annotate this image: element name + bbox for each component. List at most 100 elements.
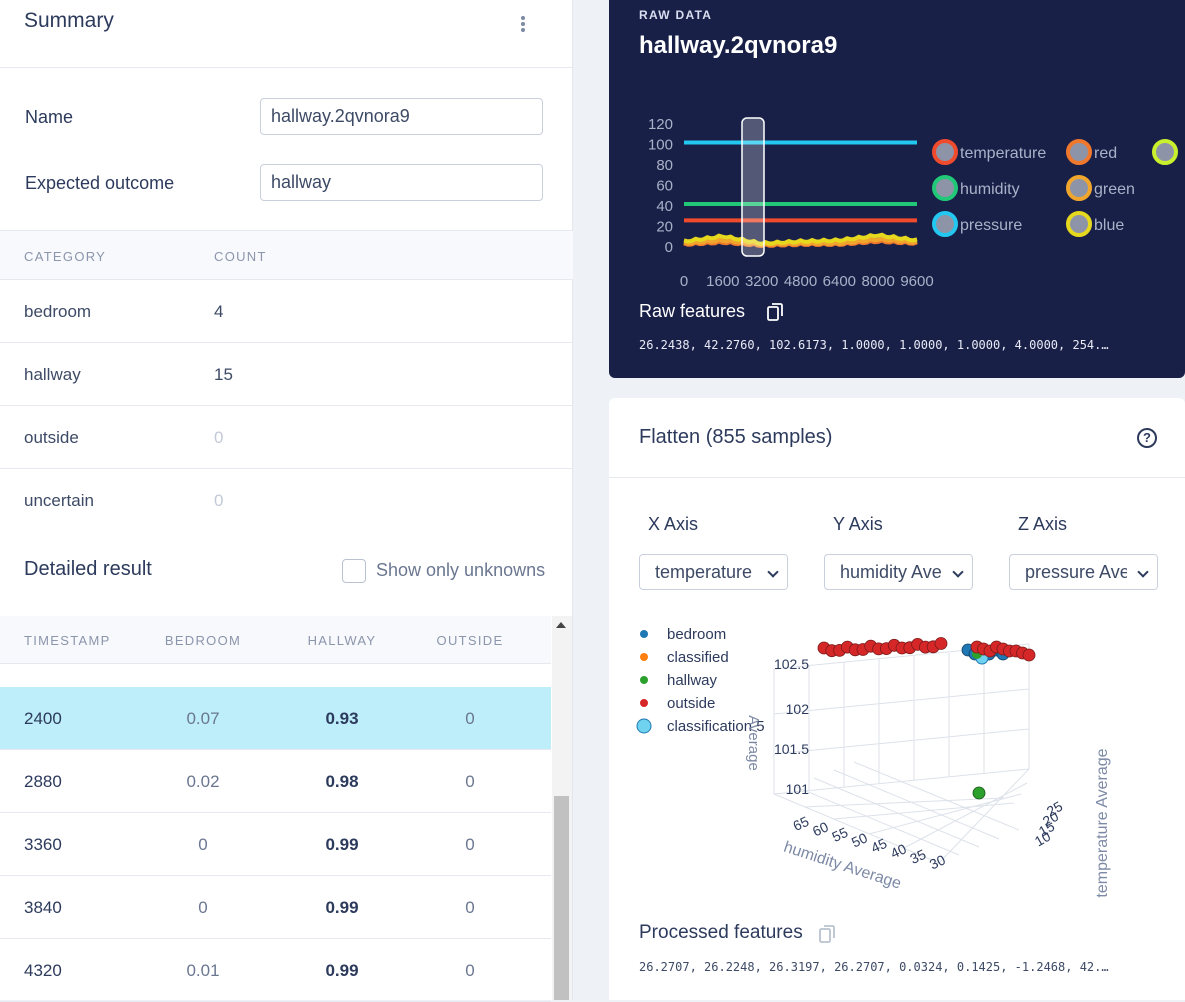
z-axis-selected-value: pressure Ave: [1025, 562, 1130, 582]
legend-label-green: green: [1094, 181, 1135, 198]
show-only-unknowns-checkbox[interactable]: [342, 559, 366, 583]
y-axis-selected-value: humidity Ave: [840, 562, 942, 582]
scatter-legend-label-classified: classified: [667, 649, 729, 666]
timestamp-column-header: TIMESTAMP: [24, 633, 111, 648]
legend-marker: [932, 139, 958, 165]
summary-header: Summary: [0, 0, 572, 68]
help-icon[interactable]: ?: [1137, 428, 1157, 448]
legend-label-pressure: pressure: [960, 217, 1022, 234]
y-tick-label: 60: [810, 818, 831, 839]
x-tick-label: 6400: [823, 273, 856, 290]
category-name: bedroom: [24, 302, 92, 321]
y-tick-label: 45: [868, 835, 889, 856]
category-count: 4: [214, 302, 224, 321]
flatten-header: Flatten (855 samples) ?: [609, 398, 1185, 478]
flatten-title: Flatten (855 samples): [639, 426, 833, 448]
bedroom-cell: 0.01: [186, 961, 220, 980]
bedroom-column-header: BEDROOM: [164, 633, 242, 648]
category-count: 0: [214, 491, 224, 510]
legend-marker: [1066, 175, 1092, 201]
y-tick-label: 35: [907, 846, 928, 867]
result-row[interactable]: 4320 0.01 0.99 0: [0, 939, 551, 1002]
y-tick-label: 120: [648, 116, 673, 133]
x-tick-label: 3200: [745, 273, 778, 290]
copy-icon[interactable]: [819, 925, 835, 943]
y-tick-label: 30: [927, 851, 948, 872]
timestamp-cell: 2400: [24, 709, 62, 728]
outside-cell: 0: [465, 961, 475, 980]
raw-data-panel: RAW DATA hallway.2qvnora9 120 100 80 60 40 20…: [609, 0, 1185, 378]
y-axis-label: Y Axis: [833, 514, 883, 534]
more-options-icon[interactable]: [518, 16, 528, 34]
copy-icon[interactable]: [767, 303, 783, 321]
result-row[interactable]: 3360 0 0.99 0: [0, 813, 551, 876]
processed-features-values: 26.2707, 26.2248, 26.3197, 26.2707, 0.03…: [639, 960, 1109, 974]
scatter-legend-marker: [640, 653, 648, 661]
y-tick-label: 55: [829, 824, 850, 845]
x-tick-label: 8000: [861, 273, 894, 290]
x-tick-label: 25: [1044, 798, 1066, 820]
z-tick-label: 102.5: [774, 656, 809, 672]
name-field-row: Name: [0, 98, 573, 138]
scatter-point: [934, 637, 948, 650]
scatter-legend-marker: [640, 699, 648, 707]
timestamp-cell: 3360: [24, 835, 62, 854]
x-tick-label: 20: [1040, 808, 1062, 830]
category-name: uncertain: [24, 491, 94, 510]
expected-outcome-input[interactable]: [260, 164, 543, 201]
y-tick-label: 40: [656, 198, 673, 215]
feature-scatter-3d[interactable]: bedroom classified hallway outside classific…: [609, 618, 1185, 918]
scrollbar-thumb[interactable]: [554, 796, 569, 1000]
y-tick-label: 60: [656, 178, 673, 195]
timestamp-cell: 4320: [24, 961, 62, 980]
result-row[interactable]: 2880 0.02 0.98 0: [0, 750, 551, 813]
z-tick-label: 101.5: [774, 741, 809, 757]
hallway-cell: 0.99: [325, 835, 359, 854]
hallway-cell: 0.99: [325, 961, 359, 980]
scroll-up-arrow-icon[interactable]: [556, 622, 566, 628]
scatter-legend-label-classification 5: classification 5: [667, 718, 765, 735]
outside-column-header: OUTSIDE: [436, 633, 504, 648]
hallway-cell: 0.98: [325, 772, 359, 791]
bedroom-cell: 0.02: [186, 772, 220, 791]
name-label: Name: [25, 107, 74, 127]
category-row: hallway 15: [0, 343, 573, 406]
expected-outcome-label: Expected outcome: [25, 173, 175, 193]
category-table-header: CATEGORY COUNT: [0, 230, 573, 280]
z-tick-label: 101: [786, 781, 810, 797]
name-input[interactable]: [260, 98, 543, 135]
show-only-unknowns-label[interactable]: Show only unknowns: [376, 560, 546, 580]
summary-title: Summary: [24, 9, 114, 32]
window-selector: [741, 117, 765, 257]
raw-sample-title: hallway.2qvnora9: [639, 32, 838, 59]
category-name: outside: [24, 428, 79, 447]
scatter-legend-marker: [636, 718, 652, 734]
x-axis-selected-value: temperature: [655, 562, 753, 582]
outcome-field-row: Expected outcome: [0, 164, 573, 204]
raw-data-chart: 120 100 80 60 40 20 0 0 1600 3200 4800 6400 8000 960…: [648, 116, 1178, 290]
processed-features-title: Processed features: [639, 922, 803, 943]
x-tick-label: 1600: [706, 273, 739, 290]
legend-label-red: red: [1094, 145, 1117, 162]
timestamp-cell: 2880: [24, 772, 62, 791]
y-tick-label: 40: [888, 840, 909, 861]
x-tick-label: 9600: [900, 273, 933, 290]
legend-marker-partial: [1152, 139, 1178, 165]
y-axis-select[interactable]: humidity Ave: [824, 554, 973, 590]
series-line-blue: [683, 232, 918, 246]
result-row[interactable]: 2400 0.07 0.93 0: [0, 687, 551, 750]
legend-label-temperature: temperature: [960, 145, 1046, 162]
y-tick-label: 20: [656, 219, 673, 236]
x-axis-select[interactable]: temperature: [639, 554, 788, 590]
bedroom-cell: 0.07: [186, 709, 220, 728]
scatter-legend-marker: [640, 676, 648, 684]
z-axis-title: Average: [745, 715, 762, 771]
z-axis-select[interactable]: pressure Ave: [1009, 554, 1158, 590]
result-row[interactable]: 3840 0 0.99 0: [0, 876, 551, 939]
y-tick-label: 100: [648, 137, 673, 154]
raw-data-label: RAW DATA: [639, 8, 713, 22]
category-column-header: CATEGORY: [24, 249, 107, 264]
hallway-cell: 0.93: [325, 709, 359, 728]
hallway-column-header: HALLWAY: [307, 633, 377, 648]
scatter-legend-label-hallway: hallway: [667, 672, 718, 689]
